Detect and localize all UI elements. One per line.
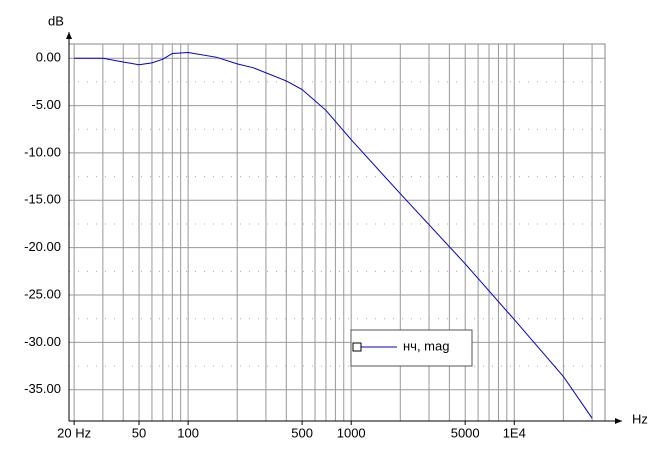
y-tick-label: -15.00 bbox=[24, 192, 61, 207]
x-tick-label: 100 bbox=[177, 425, 199, 440]
x-tick-label: 20 Hz bbox=[57, 425, 91, 440]
x-tick-label: 1000 bbox=[337, 425, 366, 440]
x-axis-label: Hz bbox=[632, 411, 648, 426]
legend-box bbox=[350, 329, 473, 367]
legend-marker bbox=[352, 342, 362, 352]
x-axis-arrow bbox=[615, 418, 622, 424]
y-axis-label: dB bbox=[48, 13, 64, 28]
y-tick-label: -25.00 bbox=[24, 286, 61, 301]
y-tick-label: -5.00 bbox=[31, 97, 61, 112]
y-tick-label: -10.00 bbox=[24, 144, 61, 159]
x-tick-label: 5000 bbox=[451, 425, 480, 440]
y-tick-label: 0.00 bbox=[36, 50, 61, 65]
x-tick-label: 50 bbox=[132, 425, 146, 440]
y-tick-label: -30.00 bbox=[24, 334, 61, 349]
line-series bbox=[74, 51, 593, 419]
x-tick-label: 500 bbox=[291, 425, 313, 440]
y-axis-arrow bbox=[66, 32, 72, 39]
y-tick-label: -20.00 bbox=[24, 239, 61, 254]
y-tick-label: -35.00 bbox=[24, 381, 61, 396]
legend-label: нч, mag bbox=[403, 338, 449, 353]
x-tick-label: 1E4 bbox=[503, 425, 526, 440]
